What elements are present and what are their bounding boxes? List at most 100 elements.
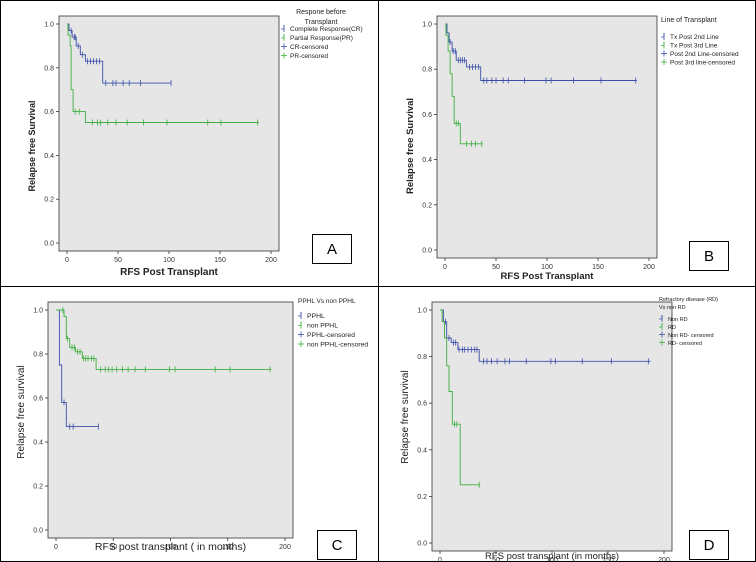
y-tick-label: 0.6 [417, 401, 427, 408]
y-tick-label: 0.0 [44, 241, 54, 248]
x-tick-label: 200 [265, 257, 277, 264]
legend-swatch [298, 312, 302, 317]
legend-title: Transplant [305, 19, 338, 26]
legend-swatch [281, 25, 285, 30]
legend-item: PR-censored [290, 53, 328, 60]
y-tick-label: 0.0 [417, 541, 427, 548]
survival-curve-2 [67, 23, 259, 123]
legend-item: CR-censored [290, 44, 329, 51]
x-tick-label: 150 [222, 544, 234, 551]
x-tick-label: 50 [492, 264, 500, 271]
x-tick-label: 50 [109, 544, 117, 551]
legend-item: Non RD- censored [668, 333, 714, 339]
y-tick-label: 0.4 [33, 440, 43, 447]
x-tick-label: 200 [279, 544, 291, 551]
x-tick-label: 0 [443, 264, 447, 271]
legend-title: PPHL Vs non PPHL [298, 298, 356, 305]
panel-d: 0.0 0.2 0.4 0.6 0.8 1.0 0 50 100 150 200 RFS post t… [378, 286, 756, 562]
x-tick-label: 200 [658, 557, 670, 562]
y-axis-label: Relapse free Survival [405, 98, 416, 194]
panel-b: 0.0 0.2 0.4 0.6 0.8 1.0 0 50 100 150 200 RFS Post T… [378, 0, 756, 287]
legend-item: Tx Post 3rd Line [670, 43, 718, 50]
km-chart-c: 0.0 0.2 0.4 0.6 0.8 1.0 0 50 100 150 200 RFS post t… [16, 298, 368, 553]
legend-swatch [298, 321, 302, 326]
x-tick-label: 100 [163, 257, 175, 264]
panel-label-b: B [689, 241, 729, 271]
legend-item: non PPHL-censored [307, 342, 368, 349]
x-tick-label: 0 [54, 544, 58, 551]
y-tick-label: 0.2 [422, 202, 432, 209]
km-chart-a: 0.0 0.2 0.4 0.6 0.8 1.0 0 50 100 150 200 RFS Post T… [27, 9, 363, 278]
panel-label-d: D [689, 530, 729, 560]
x-tick-label: 50 [492, 557, 500, 562]
x-tick-label: 100 [546, 557, 558, 562]
legend-swatch [661, 41, 665, 46]
y-tick-label: 0.6 [33, 396, 43, 403]
x-tick-label: 50 [114, 257, 122, 264]
x-tick-label: 150 [592, 264, 604, 271]
legend-title: Vs non RD [659, 305, 686, 311]
plot-area [436, 15, 658, 259]
x-axis-label: RFS post transplant (in months) [485, 551, 619, 562]
y-axis-label: Relapse free survival [400, 370, 411, 463]
y-tick-label: 0.4 [422, 157, 432, 164]
plot-area [58, 15, 280, 252]
y-tick-label: 0.0 [422, 248, 432, 255]
survival-curve-2 [440, 309, 481, 486]
legend-item: Post 3rd line-censored [670, 60, 735, 67]
y-tick-label: 0.4 [417, 447, 427, 454]
legend-item: Post 2nd Line-censored [670, 51, 739, 58]
legend-item: RD [668, 325, 676, 331]
legend-title: Refractory disease (RD) [659, 297, 718, 303]
y-tick-label: 0.2 [33, 484, 43, 491]
y-tick-label: 1.0 [44, 22, 54, 29]
y-tick-label: 1.0 [417, 308, 427, 315]
x-tick-label: 150 [214, 257, 226, 264]
x-tick-label: 0 [438, 557, 442, 562]
legend-item: non PPHL [307, 323, 338, 330]
panel-label-a: A [312, 234, 352, 264]
legend-item: RD- censored [668, 341, 702, 347]
x-axis-label: RFS post transplant ( in months) [95, 541, 246, 553]
y-tick-label: 0.8 [33, 352, 43, 359]
x-tick-label: 0 [65, 257, 69, 264]
y-tick-label: 0.0 [33, 528, 43, 535]
x-tick-label: 100 [541, 264, 553, 271]
x-axis-label: RFS Post Transplant [120, 267, 218, 278]
y-tick-label: 0.8 [44, 65, 54, 72]
legend-title: Respone before [296, 9, 346, 16]
y-tick-label: 0.8 [422, 67, 432, 74]
legend-title: Line of Transplant [661, 17, 717, 24]
legend-item: Tx Post 2nd Line [670, 34, 719, 41]
x-tick-label: 100 [165, 544, 177, 551]
survival-curve-1 [440, 309, 651, 362]
x-axis-label: RFS Post Transplant [501, 271, 595, 282]
y-tick-label: 0.6 [44, 109, 54, 116]
legend-item: PPHL [307, 313, 325, 320]
legend-item: Non RD [668, 317, 688, 323]
y-tick-label: 0.6 [422, 112, 432, 119]
y-tick-label: 0.8 [417, 354, 427, 361]
panel-c: 0.0 0.2 0.4 0.6 0.8 1.0 0 50 100 150 200 RFS post t… [0, 286, 379, 562]
legend-swatch [661, 33, 665, 38]
legend-swatch [281, 34, 285, 39]
panel-a: 0.0 0.2 0.4 0.6 0.8 1.0 0 50 100 150 200 RFS Post T… [0, 0, 379, 287]
legend-item: Complete Response(CR) [290, 26, 363, 33]
survival-curve-2 [445, 23, 483, 145]
x-tick-label: 150 [602, 557, 614, 562]
plot-area [47, 301, 294, 539]
km-chart-b: 0.0 0.2 0.4 0.6 0.8 1.0 0 50 100 150 200 RFS Post T… [405, 15, 739, 282]
survival-curve-1 [56, 309, 99, 428]
y-axis-label: Relapse free survival [16, 365, 27, 458]
y-axis-label: Relapse free Survival [27, 100, 37, 191]
y-tick-label: 0.4 [44, 153, 54, 160]
panel-label-c: C [317, 530, 357, 560]
plot-area [431, 301, 673, 552]
y-tick-label: 0.2 [44, 197, 54, 204]
y-tick-label: 1.0 [422, 22, 432, 29]
legend-item: Partial Response(PR) [290, 35, 353, 42]
x-tick-label: 200 [643, 264, 655, 271]
km-chart-d: 0.0 0.2 0.4 0.6 0.8 1.0 0 50 100 150 200 RFS post t… [400, 297, 718, 562]
y-tick-label: 1.0 [33, 308, 43, 315]
legend-item: PPHL-censored [307, 332, 355, 339]
